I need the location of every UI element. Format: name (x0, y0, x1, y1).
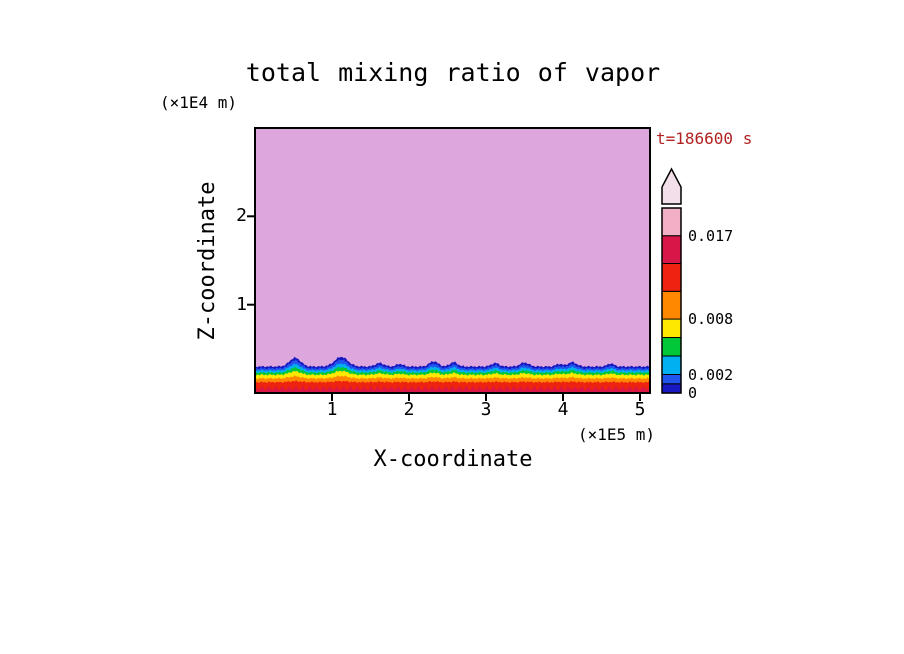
colorbar-segment (661, 263, 682, 292)
plot-field-background (255, 128, 650, 393)
colorbar-segment (661, 290, 682, 320)
surface-layer-crimson (255, 385, 650, 393)
y-tick-label: 2 (236, 205, 247, 227)
colorbar-tick-label: 0.008 (688, 310, 734, 328)
colorbar-frame (661, 207, 682, 394)
colorbar-segment (661, 207, 682, 237)
y-axis-unit-label: (×1E4 m) (160, 93, 238, 112)
colorbar-segment (661, 383, 682, 394)
colorbar-tick-label: 0 (688, 384, 698, 402)
plot-frame (254, 127, 651, 394)
colorbar-overflow-arrow (661, 167, 682, 205)
time-annotation: t=186600 s (656, 129, 753, 148)
x-axis-unit-label: (×1E5 m) (577, 425, 655, 444)
x-tick-label: 3 (480, 399, 492, 420)
colorbar-segment (661, 318, 682, 338)
x-tick-label: 2 (403, 399, 415, 420)
colorbar-segment (661, 235, 682, 264)
colorbar-tick-label: 0.017 (688, 226, 734, 245)
colorbar-segment (661, 337, 682, 357)
colorbar-tick-label: 0.002 (688, 365, 734, 384)
plot-title: total mixing ratio of vapor (245, 58, 661, 87)
x-tick-label: 4 (557, 399, 569, 420)
y-tick-label: 1 (236, 293, 247, 315)
x-tick-label: 1 (326, 399, 338, 420)
x-axis-label: X-coordinate (373, 447, 533, 472)
x-tick-label: 5 (634, 399, 646, 420)
colorbar-segment (661, 374, 682, 385)
colorbar-segment (661, 355, 682, 375)
